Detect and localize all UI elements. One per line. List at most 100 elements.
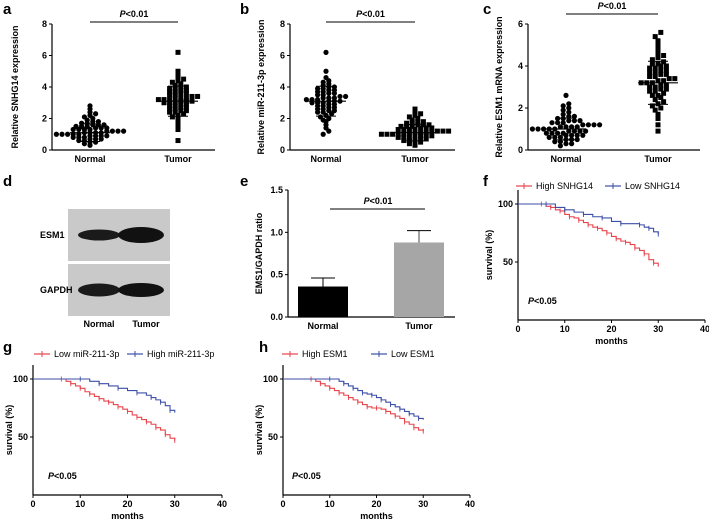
data-point <box>577 118 583 124</box>
x-tick-label: 0 <box>30 499 35 509</box>
data-point <box>167 92 173 98</box>
data-point <box>563 124 569 130</box>
data-point <box>571 128 578 134</box>
data-point <box>65 131 71 137</box>
x-tick-label: Normal <box>307 321 338 331</box>
data-point <box>429 133 435 139</box>
p-value-text: <0.01 <box>362 9 385 19</box>
data-point <box>560 107 566 113</box>
data-point <box>378 131 384 137</box>
data-point <box>655 128 661 134</box>
data-point <box>412 109 418 115</box>
data-point <box>652 34 658 40</box>
data-point <box>337 93 343 100</box>
data-point <box>331 84 337 90</box>
data-point <box>406 141 412 147</box>
data-point <box>172 95 178 101</box>
data-point <box>658 67 664 73</box>
p-value-text: <0.01 <box>126 9 149 19</box>
panel-a: a 0 2 4 6 8 Relative SNHG14 expression Normal Tu… <box>3 1 215 164</box>
data-point <box>412 136 418 142</box>
data-point <box>161 97 167 103</box>
data-point <box>580 132 586 138</box>
y-tick-label: 2 <box>518 103 523 113</box>
legend-label: High ESM1 <box>302 349 348 359</box>
data-point <box>566 109 572 115</box>
data-point <box>655 122 661 128</box>
data-point <box>591 122 597 128</box>
data-point <box>420 119 426 125</box>
y-axis-label: survival (%) <box>254 405 264 456</box>
panel-letter-g: g <box>3 339 12 356</box>
data-point <box>390 131 396 137</box>
data-point <box>406 114 412 120</box>
y-tick-label: 0 <box>280 145 285 155</box>
y-tick-label: 2 <box>280 114 285 124</box>
y-tick-label: 6 <box>42 51 47 61</box>
data-point <box>529 126 536 132</box>
data-point <box>172 89 178 95</box>
data-point <box>652 74 658 79</box>
y-tick-label: 8 <box>42 19 47 29</box>
x-tick-label: 10 <box>75 499 85 509</box>
p-symbol: P <box>292 471 299 481</box>
data-point <box>418 125 424 131</box>
data-point <box>658 29 664 35</box>
y-tick-label: 8 <box>280 19 285 29</box>
data-point <box>384 131 390 137</box>
data-point <box>401 127 407 133</box>
data-point <box>672 76 678 82</box>
p-value-text: <0.01 <box>604 1 627 11</box>
data-point <box>655 42 661 48</box>
p-symbol: P <box>120 9 127 19</box>
y-tick-label: 0.5 <box>270 270 283 280</box>
data-point <box>541 126 547 132</box>
data-point <box>155 97 161 103</box>
panel-g: g 0 10 20 30 40 50 100 months survival (%) P<0.05 L… <box>3 339 227 521</box>
panel-c: c 0 2 4 6 Relative ESM1 mRNA expression Normal… <box>483 1 700 164</box>
data-point <box>189 93 195 99</box>
data-point <box>178 87 184 93</box>
blot-band <box>118 227 164 243</box>
data-point <box>101 122 107 128</box>
data-point <box>95 119 101 125</box>
data-point <box>167 86 173 92</box>
data-point <box>323 49 329 55</box>
data-point <box>549 130 555 136</box>
data-point <box>597 122 603 128</box>
data-point <box>93 111 99 117</box>
x-tick-label: 20 <box>606 324 616 334</box>
data-point <box>175 116 181 121</box>
y-tick-label: 0 <box>518 145 523 155</box>
data-point <box>649 57 655 63</box>
p-symbol: P <box>364 196 371 206</box>
data-point <box>661 78 667 84</box>
data-point <box>563 141 569 147</box>
data-point <box>655 78 661 84</box>
panel-letter-c: c <box>483 1 491 18</box>
legend-label: High miR-211-3p <box>147 349 214 359</box>
data-point <box>569 132 575 138</box>
data-point <box>560 111 566 117</box>
data-point <box>560 130 566 136</box>
data-point <box>178 108 184 114</box>
legend-label: High SNHG14 <box>536 181 593 191</box>
y-tick-label: 6 <box>518 19 523 29</box>
panel-letter-e: e <box>240 173 248 190</box>
data-point <box>183 90 189 96</box>
data-point <box>655 50 661 56</box>
data-point <box>323 68 329 74</box>
data-point <box>395 131 401 137</box>
p-value-text: <0.05 <box>534 296 557 306</box>
survival-curve <box>33 378 176 413</box>
data-point <box>546 134 552 140</box>
data-point <box>649 61 655 67</box>
y-tick-label: 4 <box>42 82 47 92</box>
x-axis-label: months <box>111 511 144 521</box>
legend-label: Low SNHG14 <box>625 181 680 191</box>
data-point <box>81 134 87 140</box>
x-tick-label: 0 <box>515 324 520 334</box>
data-point <box>172 82 178 88</box>
data-point <box>401 134 407 140</box>
data-point <box>655 55 661 61</box>
